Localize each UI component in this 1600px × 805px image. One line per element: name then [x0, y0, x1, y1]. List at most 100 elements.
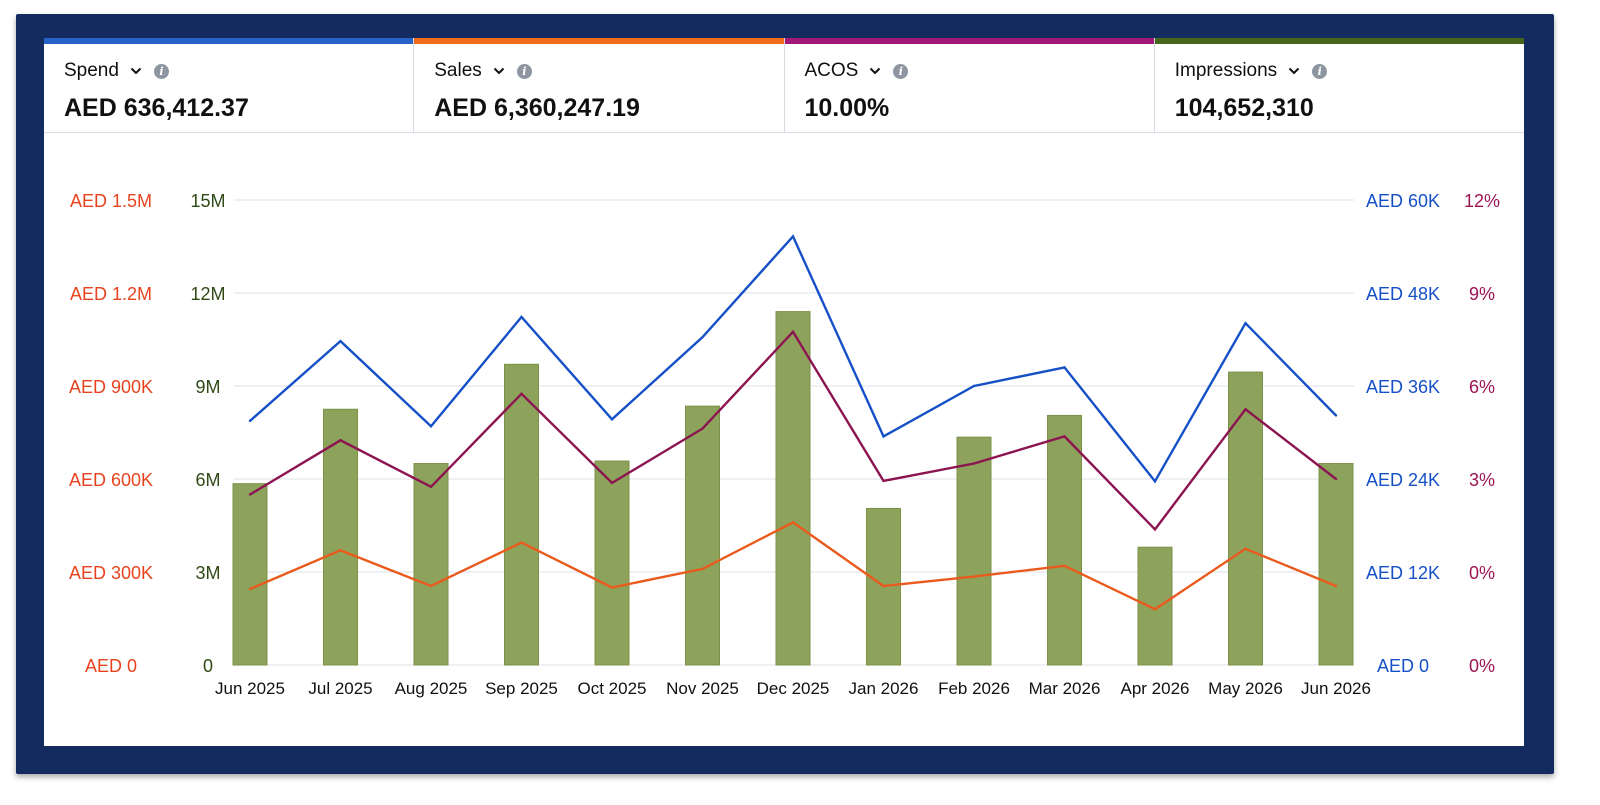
data-point [1334, 414, 1338, 417]
dashboard-panel: Spend i AED 636,412.37 Sales i AED 6,360,247.… [44, 38, 1524, 746]
x-tick-label: Feb 2026 [938, 679, 1010, 698]
axis-tick-label-right-inner: AED 0 [1377, 656, 1429, 676]
data-point [791, 521, 795, 524]
data-point [610, 418, 614, 421]
data-point [610, 481, 614, 485]
bar [323, 408, 358, 666]
data-point [248, 419, 252, 423]
metric-value: AED 636,412.37 [64, 94, 249, 122]
x-tick-label: Jun 2026 [1301, 679, 1371, 698]
bar [1137, 546, 1173, 666]
axis-tick-label-left-outer: AED 0 [85, 656, 137, 676]
metric-color-bar [1154, 38, 1524, 44]
data-point [339, 549, 342, 552]
data-point [1063, 564, 1066, 567]
data-point [610, 586, 614, 589]
metric-tile-impressions[interactable]: Impressions i 104,652,310 [1154, 38, 1524, 132]
axis-tick-label-right-inner: AED 24K [1366, 470, 1440, 490]
data-point [1244, 322, 1247, 325]
data-point [791, 235, 795, 238]
metric-tiles: Spend i AED 636,412.37 Sales i AED 6,360,247.… [44, 38, 1524, 133]
data-point [972, 384, 976, 388]
axis-tick-label-right-outer: 6% [1469, 377, 1495, 397]
bar [504, 363, 539, 666]
axis-tick-label-right-inner: AED 60K [1366, 191, 1440, 211]
metric-value: AED 6,360,247.19 [434, 94, 640, 122]
metric-color-bar [784, 38, 1154, 44]
bar [775, 311, 811, 666]
data-point [1063, 366, 1066, 369]
metric-label: ACOS [804, 60, 859, 81]
info-icon[interactable]: i [893, 63, 909, 79]
metric-header: ACOS i [805, 60, 1154, 82]
chevron-down-icon[interactable] [869, 67, 881, 75]
bar [956, 436, 992, 666]
metric-value: 10.00% [804, 94, 890, 122]
data-point [972, 575, 976, 578]
x-tick-label: Mar 2026 [1029, 679, 1101, 698]
metric-value: 104,652,310 [1174, 94, 1314, 122]
axis-tick-label-right-outer: 0% [1469, 656, 1495, 676]
chevron-down-icon[interactable] [493, 67, 505, 75]
data-point [429, 425, 433, 428]
axis-tick-label-left-inner: 0 [203, 656, 213, 676]
metric-tile-spend[interactable]: Spend i AED 636,412.37 [44, 38, 415, 132]
chevron-down-icon[interactable] [130, 67, 142, 75]
metric-label: Spend [64, 60, 119, 81]
info-icon[interactable]: i [1312, 63, 1328, 79]
data-point [1244, 547, 1247, 550]
data-point [248, 587, 252, 591]
data-point [520, 315, 523, 319]
axis-tick-label-right-inner: AED 48K [1366, 284, 1440, 304]
data-point [701, 427, 704, 430]
bar [594, 460, 630, 666]
axis-tick-label-right-inner: AED 12K [1366, 563, 1440, 583]
axis-tick-label-right-outer: 3% [1469, 470, 1495, 490]
axis-tick-label-right-outer: 0% [1469, 563, 1495, 583]
axis-tick-label-left-outer: AED 600K [69, 470, 153, 490]
x-tick-label: Jul 2025 [308, 679, 372, 698]
data-point [248, 493, 252, 496]
axis-tick-label-left-inner: 9M [195, 377, 220, 397]
info-icon[interactable]: i [516, 63, 532, 79]
data-point [701, 335, 704, 339]
metric-color-bar [44, 38, 414, 44]
data-point [1334, 584, 1338, 588]
data-point [1334, 477, 1338, 481]
metric-header: Impressions i [1175, 60, 1524, 82]
axis-tick-label-left-outer: AED 900K [69, 377, 153, 397]
metric-tile-acos[interactable]: ACOS i 10.00% [784, 38, 1155, 132]
x-tick-label: Sep 2025 [485, 679, 558, 698]
metric-header: Sales i [434, 60, 783, 82]
metric-color-bar [414, 38, 784, 44]
data-point [520, 392, 523, 395]
bar [413, 463, 449, 666]
chevron-down-icon[interactable] [1288, 67, 1300, 75]
info-icon[interactable]: i [153, 63, 169, 79]
axis-tick-label-right-inner: AED 36K [1366, 377, 1440, 397]
data-point [882, 584, 885, 588]
x-tick-label: Aug 2025 [395, 679, 468, 698]
data-point [972, 462, 976, 465]
metric-label: Sales [434, 60, 482, 81]
axis-tick-label-left-inner: 15M [190, 191, 225, 211]
axis-tick-label-left-inner: 6M [195, 470, 220, 490]
x-tick-label: Nov 2025 [666, 679, 739, 698]
x-tick-label: May 2026 [1208, 679, 1283, 698]
axis-tick-label-left-inner: 12M [190, 284, 225, 304]
axis-tick-label-left-inner: 3M [195, 563, 220, 583]
data-point [1063, 435, 1066, 438]
bar [685, 405, 720, 666]
metric-header: Spend i [64, 60, 413, 82]
bar [1318, 463, 1354, 666]
data-point [429, 485, 433, 488]
bar [1228, 371, 1263, 666]
data-point [520, 541, 523, 544]
axis-tick-label-right-outer: 12% [1464, 191, 1500, 211]
axis-tick-label-right-outer: 9% [1469, 284, 1495, 304]
data-point [1244, 408, 1247, 411]
data-point [882, 435, 885, 438]
metric-label: Impressions [1174, 60, 1278, 81]
metric-tile-sales[interactable]: Sales i AED 6,360,247.19 [414, 38, 785, 132]
performance-chart: AED 0 AED 300K AED 600K AED 900K AED 1.2M AED… [69, 191, 1500, 698]
